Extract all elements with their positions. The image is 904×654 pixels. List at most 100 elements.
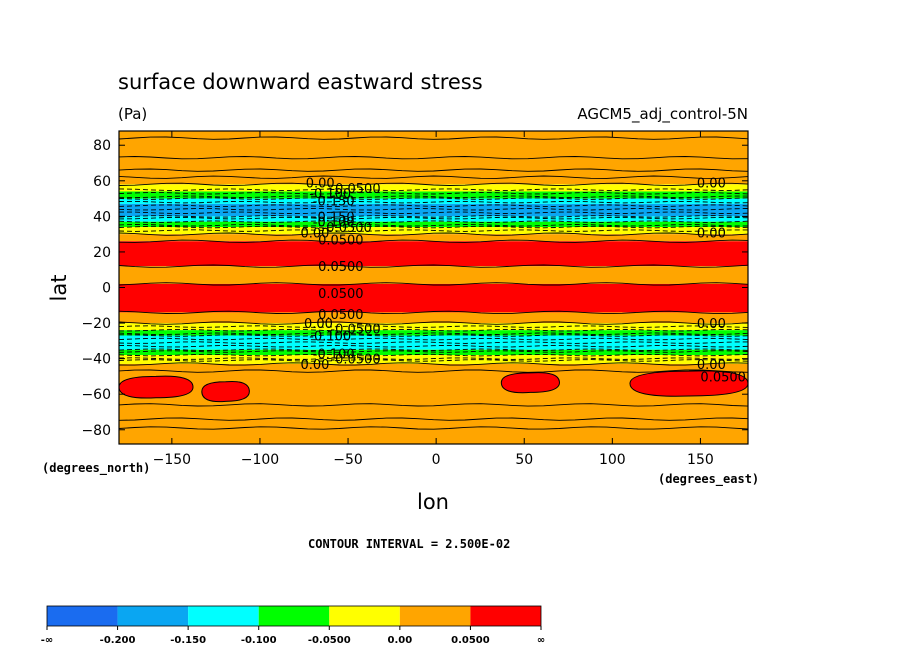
contour-dashed-16 (119, 332, 748, 335)
y-tick-label-4: 0 (102, 281, 111, 297)
red-patches (119, 370, 748, 403)
x-axis: −150 −100 −50 0 50 100 150 (153, 131, 714, 468)
contour-label-1: -0.0500 (330, 182, 380, 197)
contour-solid-7 (119, 264, 748, 268)
contour-solid-13 (119, 403, 748, 407)
contour-label-8: 0.0500 (318, 233, 364, 248)
red-patch-0 (119, 375, 194, 399)
y-tick-label-8: −80 (81, 423, 111, 439)
contour-solid-14 (119, 417, 748, 421)
contour-solid-12 (119, 369, 748, 373)
contour-solid-1 (119, 156, 748, 160)
contour-label-21: 0.00 (697, 358, 726, 373)
y-tick-label-7: −60 (81, 387, 111, 403)
x-tick-label-3: 0 (432, 452, 441, 468)
color-band-1 (119, 184, 748, 192)
contour-lines (119, 136, 748, 430)
contour-dashed-3 (119, 197, 748, 200)
x-tick-label-5: 100 (599, 452, 626, 468)
y-axis: 80 60 40 20 0 −20 −40 −60 −80 (81, 138, 748, 439)
contour-dashed-17 (119, 334, 748, 337)
dataset-label: AGCM5_adj_control-5N (577, 105, 748, 124)
contour-dashed-9 (119, 216, 748, 220)
color-band-10 (119, 266, 748, 284)
color-band-5 (119, 216, 748, 222)
contour-label-17: 0.00 (300, 358, 329, 373)
contour-solid-11 (119, 362, 748, 366)
y-tick-label-5: −20 (81, 316, 111, 332)
contour-solid-5 (119, 232, 748, 236)
contour-solid-9 (119, 310, 748, 315)
contour-dashed-12 (119, 225, 748, 229)
contour-label-18: 0.00 (697, 177, 726, 192)
contour-solid-3 (119, 175, 748, 179)
colorbar-swatch-0 (47, 606, 118, 626)
x-tick-label-6: 150 (687, 452, 714, 468)
colorbar-label-0: -∞ (41, 635, 53, 646)
y-unit-note: (degrees_north) (42, 461, 150, 476)
colorbar-label-6: 0.0500 (451, 635, 490, 646)
contour-solid-6 (119, 239, 748, 243)
plot-area: 0.00-0.0500-0.100-0.150-0.150-0.100-0.05… (119, 131, 748, 444)
contour-dashed-14 (119, 325, 748, 328)
color-band-17 (119, 355, 748, 364)
contour-dashed-11 (119, 224, 748, 227)
contour-solid-8 (119, 282, 748, 286)
contour-label-0: 0.00 (306, 177, 335, 192)
contour-dashed-2 (119, 195, 748, 199)
color-band-4 (119, 203, 748, 217)
contour-label-5: -0.100 (313, 216, 355, 231)
y-tick-label-2: 40 (93, 209, 111, 225)
colorbar-swatch-6 (470, 606, 541, 626)
contour-dashed-7 (119, 211, 748, 215)
contour-dashed-5 (119, 204, 748, 207)
contour-solid-15 (119, 426, 748, 430)
y-axis-label: lat (47, 275, 71, 302)
colorbar-label-7: ∞ (537, 635, 545, 646)
contour-label-6: -0.0500 (322, 221, 372, 236)
contour-dashed-15 (119, 328, 748, 332)
color-band-13 (119, 323, 748, 331)
x-tick-label-2: −50 (333, 452, 363, 468)
contour-label-13: -0.0500 (330, 322, 380, 337)
contour-label-20: 0.00 (697, 317, 726, 332)
x-tick-label-4: 50 (515, 452, 533, 468)
contour-label-19: 0.00 (697, 226, 726, 241)
contour-label-10: 0.0500 (318, 287, 364, 302)
contour-interval-text: CONTOUR INTERVAL = 2.500E-02 (308, 537, 510, 551)
color-band-3 (119, 198, 748, 204)
colorbar-label-1: -0.200 (100, 635, 136, 646)
x-tick-label-1: −100 (241, 452, 279, 468)
contour-label-16: -0.0500 (330, 353, 380, 368)
contour-label-12: 0.00 (304, 317, 333, 332)
contour-dashed-1 (119, 191, 748, 195)
contour-solid-2 (119, 168, 748, 172)
colorbar-label-5: 0.00 (388, 635, 413, 646)
color-band-8 (119, 234, 748, 242)
contour-dashed-23 (119, 353, 748, 357)
colorbar-label-4: -0.0500 (308, 635, 351, 646)
contour-label-9: 0.0500 (318, 260, 364, 275)
contour-dashed-20 (119, 344, 748, 348)
chart-title: surface downward eastward stress (118, 70, 483, 94)
color-band-11 (119, 283, 748, 313)
color-band-12 (119, 312, 748, 324)
contour-dashed-13 (119, 229, 748, 232)
colorbar-swatch-3 (258, 606, 330, 626)
colorbar: -∞ -0.200 -0.150 -0.100 -0.0500 0.00 0.0500 ∞ (41, 605, 545, 646)
contour-label-3: -0.150 (313, 194, 355, 209)
contour-label-11: 0.0500 (318, 308, 364, 323)
contour-label-22: 0.0500 (700, 370, 746, 385)
color-band-2 (119, 191, 748, 199)
color-band-9 (119, 241, 748, 267)
red-patch-1 (201, 380, 250, 403)
contour-label-14: -0.100 (309, 330, 351, 345)
y-tick-label-3: 20 (93, 245, 111, 261)
colorbar-swatch-1 (117, 606, 189, 626)
red-patch-3 (629, 370, 748, 397)
contour-solid-10 (119, 321, 748, 325)
contour-dashed-22 (119, 350, 748, 353)
y-tick-label-6: −40 (81, 352, 111, 368)
colorbar-label-2: -0.150 (170, 635, 206, 646)
colorbar-swatch-2 (188, 606, 259, 626)
